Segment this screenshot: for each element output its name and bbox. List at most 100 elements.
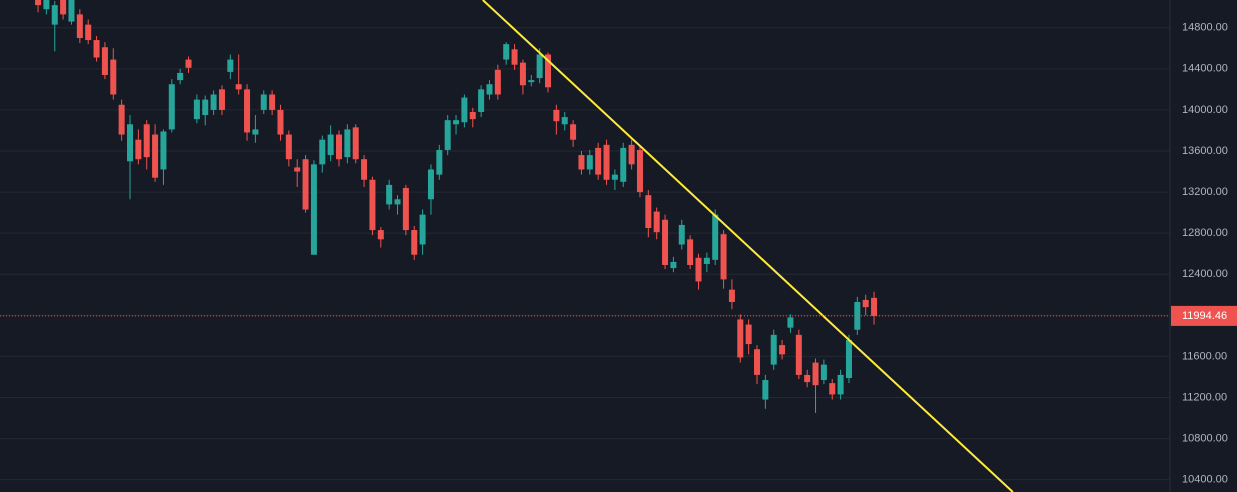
- candle-body: [394, 199, 401, 205]
- candle-body: [68, 0, 75, 22]
- candle-body: [645, 195, 652, 229]
- y-tick-label: 13200.00: [1182, 186, 1228, 198]
- candle-body: [285, 134, 292, 160]
- trendline: [482, 0, 1014, 492]
- candle-body: [427, 169, 434, 200]
- candle-body: [118, 104, 125, 135]
- candle-body: [319, 139, 326, 165]
- candle-body: [545, 54, 552, 88]
- candle-body: [85, 24, 92, 41]
- candle-body: [820, 364, 827, 381]
- y-tick-label: 13600.00: [1182, 145, 1228, 157]
- candle-body: [310, 164, 317, 255]
- candle-body: [737, 319, 744, 358]
- candle-body: [720, 234, 727, 280]
- candle-body: [168, 84, 175, 130]
- candle-body: [177, 72, 184, 81]
- candle-body: [845, 339, 852, 378]
- candle-body: [670, 261, 677, 269]
- candle-body: [653, 211, 660, 233]
- candle-body: [486, 84, 493, 95]
- candle-body: [444, 120, 451, 150]
- candle-body: [419, 214, 426, 245]
- candle-body: [277, 109, 284, 135]
- candle-body: [218, 89, 225, 110]
- candle-body: [269, 94, 276, 110]
- candle-body: [829, 383, 836, 395]
- candle-body: [76, 14, 83, 39]
- candle-body: [770, 334, 777, 365]
- candle-body: [411, 230, 418, 255]
- candle-body: [862, 299, 869, 308]
- last-price-label: 11994.46: [1182, 310, 1227, 322]
- y-tick-label: 12800.00: [1182, 227, 1228, 239]
- plot-area: [0, 0, 1170, 492]
- candle-body: [210, 94, 217, 110]
- candle-body: [578, 155, 585, 170]
- candle-body: [402, 187, 409, 231]
- candle-body: [695, 257, 702, 282]
- candle-body: [294, 167, 301, 172]
- y-tick-label: 14400.00: [1182, 63, 1228, 75]
- candle-body: [854, 301, 861, 330]
- candle-body: [352, 127, 359, 160]
- candle-body: [837, 374, 844, 395]
- candle-body: [110, 59, 117, 95]
- candle-body: [135, 139, 142, 160]
- candle-body: [812, 362, 819, 386]
- candle-body: [762, 380, 769, 400]
- candle-body: [51, 5, 58, 25]
- candle-body: [787, 317, 794, 328]
- candle-body: [745, 324, 752, 345]
- candle-body: [712, 214, 719, 260]
- y-tick-label: 10400.00: [1182, 474, 1228, 486]
- candle-body: [628, 144, 635, 165]
- candle-body: [344, 129, 351, 158]
- y-tick-label: 14000.00: [1182, 104, 1228, 116]
- candle-body: [636, 149, 643, 193]
- candle-body: [227, 59, 234, 72]
- candle-body: [127, 124, 133, 162]
- candle-body: [244, 89, 251, 133]
- candle-body: [494, 69, 501, 95]
- candle-body: [152, 134, 159, 178]
- candle-body: [327, 134, 334, 156]
- y-tick-label: 10800.00: [1182, 432, 1228, 444]
- candle-body: [570, 124, 577, 140]
- candle-body: [35, 0, 42, 6]
- y-tick-label: 14800.00: [1182, 22, 1228, 34]
- candle-body: [369, 179, 376, 231]
- candle-body: [436, 149, 443, 175]
- candle-body: [620, 147, 627, 182]
- candle-body: [611, 174, 618, 180]
- candle-body: [795, 334, 802, 375]
- candle-body: [528, 80, 535, 83]
- candle-body: [469, 111, 476, 120]
- candle-body: [779, 345, 786, 355]
- candle-body: [603, 144, 610, 180]
- candle-body: [662, 219, 669, 266]
- y-tick-label: 11600.00: [1182, 350, 1227, 362]
- last-price-badge: [1171, 305, 1237, 326]
- candle-body: [871, 297, 878, 316]
- candle-body: [185, 59, 192, 68]
- candle-body: [804, 374, 811, 383]
- candle-body: [595, 147, 602, 175]
- candle-body: [453, 120, 460, 125]
- candle-body: [252, 129, 259, 135]
- candle-body: [377, 230, 384, 240]
- candle-body: [93, 40, 100, 58]
- y-tick-label: 11200.00: [1182, 391, 1227, 403]
- price-axis: 10400.0010800.0011200.0011600.0012000.00…: [1171, 22, 1237, 486]
- y-tick-label: 12400.00: [1182, 268, 1228, 280]
- candle-body: [503, 44, 510, 60]
- candle-body: [461, 97, 468, 123]
- candle-body: [561, 117, 568, 125]
- candle-body: [687, 239, 694, 266]
- candle-body: [193, 99, 200, 120]
- candle-body: [143, 124, 150, 158]
- candle-body: [202, 99, 209, 116]
